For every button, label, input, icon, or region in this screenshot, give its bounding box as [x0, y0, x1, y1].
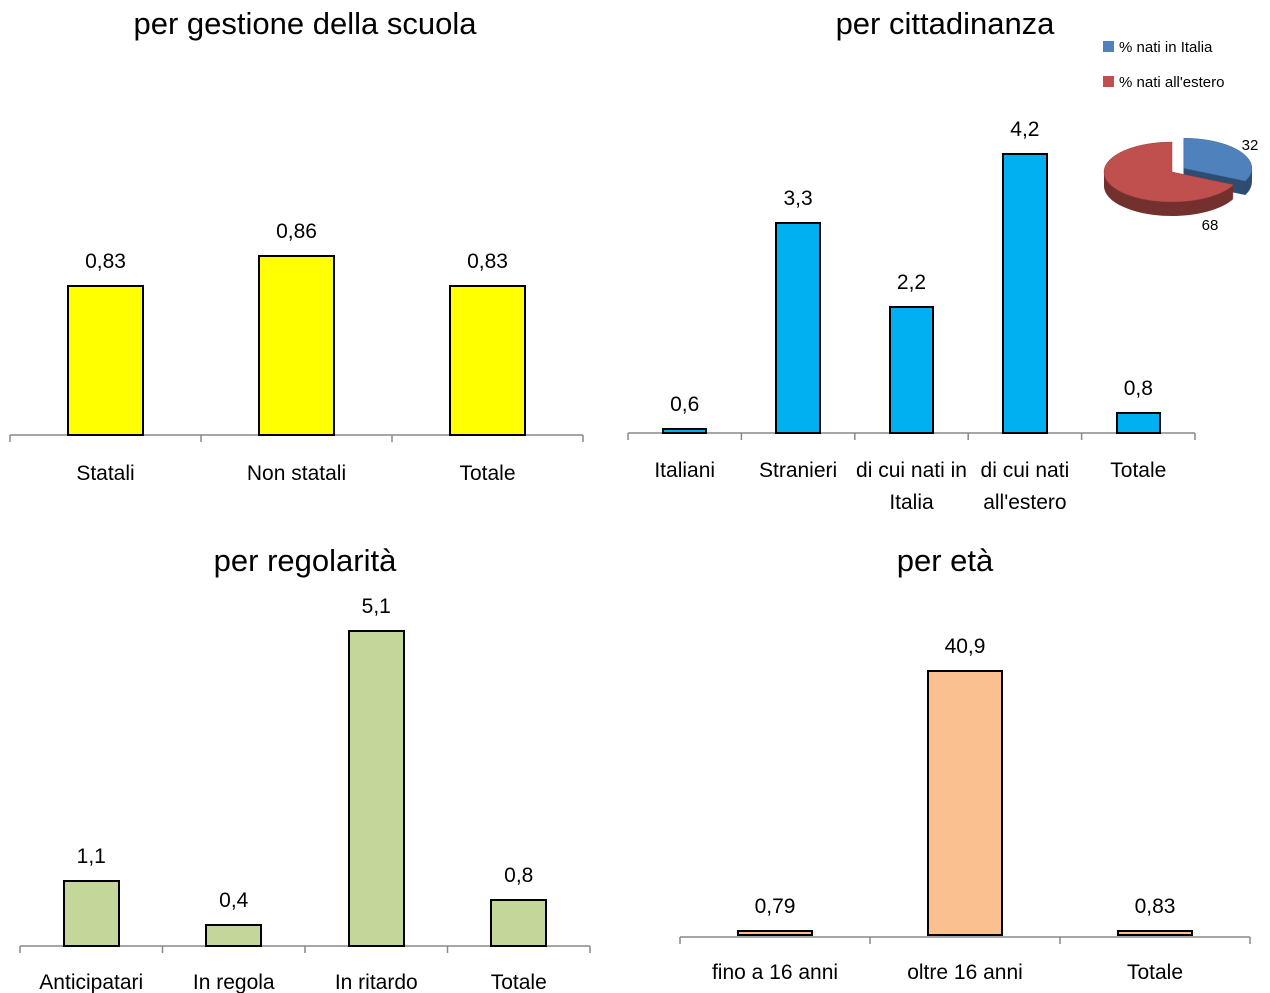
value-label: 4,2: [1010, 117, 1040, 141]
x-tick-label: Statali: [76, 462, 135, 485]
x-tick-label: fino a 16 anni: [711, 961, 839, 984]
x-tick-label: di cui nati in Italia: [856, 459, 967, 514]
value-label: 0,8: [504, 864, 534, 888]
bar: [67, 285, 144, 436]
bar: [258, 255, 335, 436]
bar: [449, 285, 526, 436]
x-tick-label: Anticipatari: [39, 971, 144, 993]
chart-title: per regolarità: [213, 543, 397, 578]
x-tick-label: di cui nati all'estero: [980, 459, 1070, 514]
bar: [1117, 929, 1193, 937]
bar: [775, 221, 821, 434]
bar: [62, 880, 120, 947]
pie-slice: [1183, 137, 1253, 182]
value-label: 0,8: [1123, 377, 1153, 401]
x-tick-label: In ritardo: [334, 971, 418, 993]
value-label: 1,1: [76, 845, 106, 869]
pie-label: 32: [1242, 137, 1259, 154]
chart-title: per gestione della scuola: [133, 6, 477, 41]
bar: [490, 899, 548, 947]
x-tick-label: Non statali: [246, 462, 347, 485]
value-label: 0,83: [467, 250, 508, 273]
legend-label: % nati in Italia: [1119, 39, 1213, 56]
x-tick-label: Totale: [459, 462, 516, 485]
value-label: 0,79: [754, 894, 796, 918]
value-label: 3,3: [783, 186, 813, 210]
legend-swatch: [1103, 41, 1114, 52]
chart-title: per cittadinanza: [835, 6, 1055, 41]
value-label: 40,9: [944, 634, 986, 658]
legend-swatch: [1103, 76, 1114, 87]
value-label: 0,6: [670, 392, 700, 416]
bar: [888, 305, 935, 434]
bar: [1002, 152, 1048, 434]
legend-label: % nati all'estero: [1119, 74, 1224, 91]
bar: [737, 929, 813, 937]
value-label: 0,4: [219, 889, 249, 913]
bar: [205, 924, 263, 947]
bar: [1115, 412, 1161, 434]
x-tick-label: oltre 16 anni: [907, 961, 1023, 984]
x-tick-label: Totale: [1126, 961, 1184, 984]
value-label: 5,1: [361, 595, 391, 619]
value-label: 0,86: [276, 220, 317, 243]
pie-slice: [1103, 141, 1235, 203]
x-tick-label: Totale: [1110, 459, 1167, 482]
x-tick-label: Totale: [490, 971, 547, 993]
bar: [662, 427, 708, 434]
x-tick-label: In regola: [192, 971, 275, 993]
value-label: 2,2: [896, 270, 927, 294]
pie-label: 68: [1202, 217, 1219, 234]
x-tick-label: Italiani: [654, 459, 716, 482]
value-label: 0,83: [1134, 894, 1176, 918]
chart-title: per età: [896, 543, 994, 578]
value-label: 0,83: [85, 250, 126, 273]
bar: [347, 630, 405, 947]
bar: [927, 669, 1003, 937]
x-tick-label: Stranieri: [758, 459, 838, 482]
